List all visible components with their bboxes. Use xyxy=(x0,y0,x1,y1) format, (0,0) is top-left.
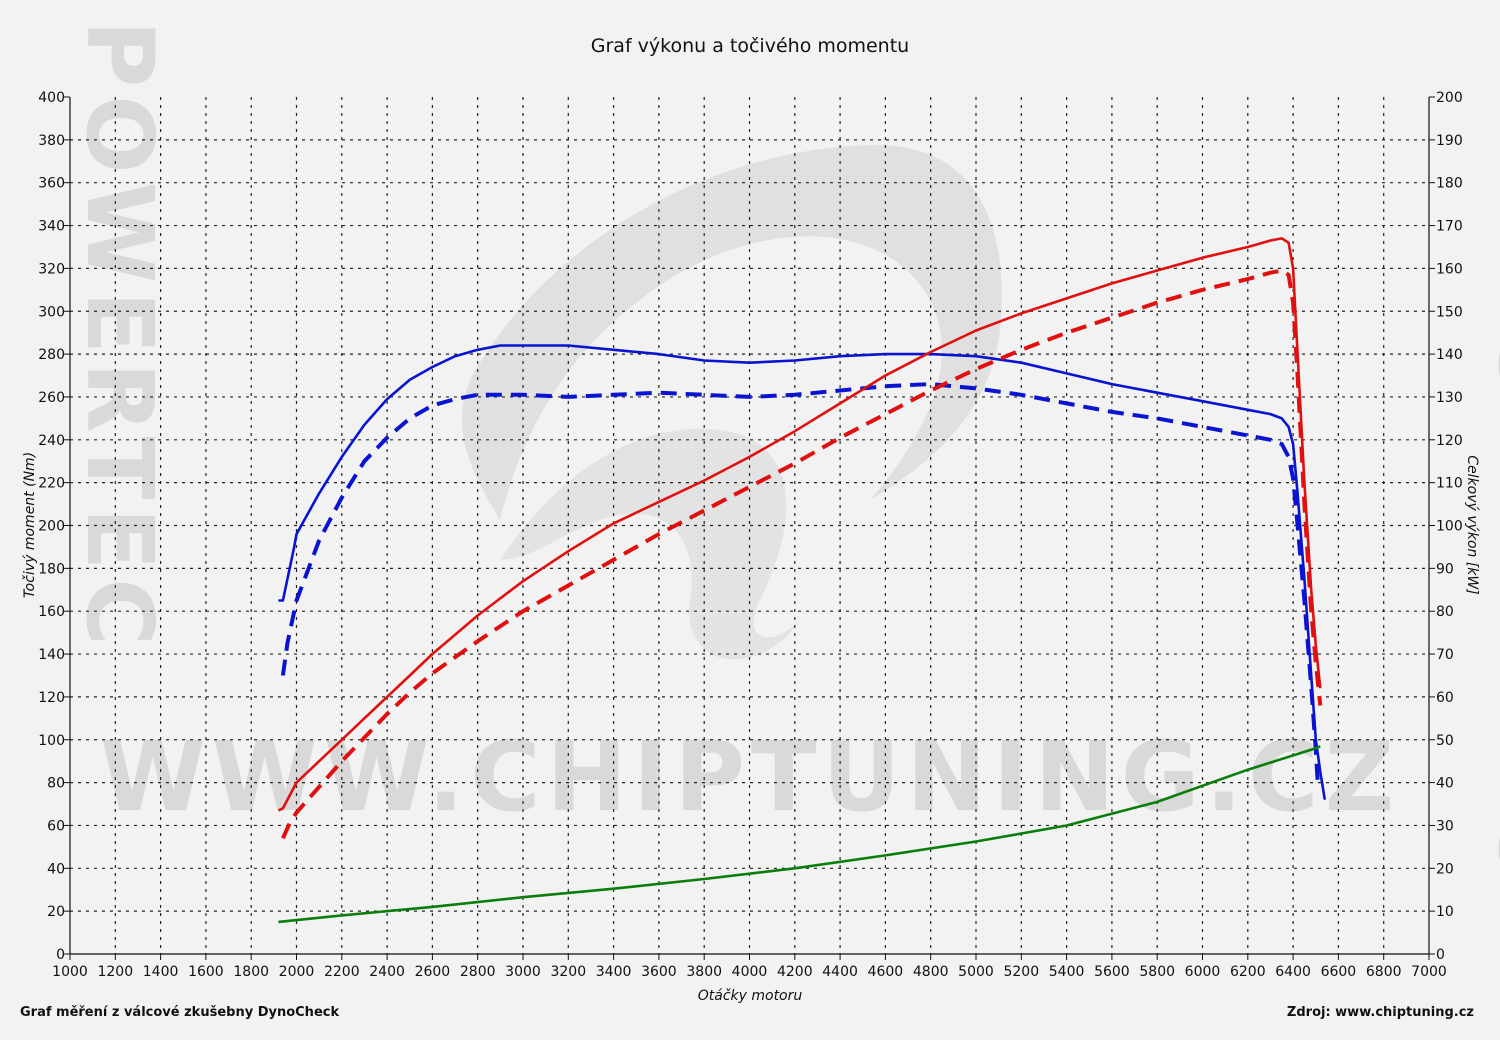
y-right-tick-label: 80 xyxy=(1436,604,1454,620)
y-right-tick-label: 30 xyxy=(1436,818,1454,834)
x-tick-label: 2200 xyxy=(324,964,360,980)
y-right-tick-label: 170 xyxy=(1436,219,1463,235)
x-tick-label: 6400 xyxy=(1275,964,1311,980)
x-tick-label: 3000 xyxy=(505,964,541,980)
x-tick-label: 3200 xyxy=(550,964,586,980)
y-right-tick-label: 140 xyxy=(1436,347,1463,363)
x-tick-label: 4400 xyxy=(822,964,858,980)
y-right-axis-ticks: 0 10 20 30 40 50 60 70 80 90 100 110 120 130 140 150 160… xyxy=(1429,90,1463,963)
y-left-tick-label: 180 xyxy=(38,561,65,577)
x-tick-label: 1800 xyxy=(233,964,269,980)
y-left-tick-label: 40 xyxy=(47,861,65,877)
y-left-tick-label: 340 xyxy=(38,219,65,235)
x-tick-label: 6000 xyxy=(1185,964,1221,980)
x-tick-label: 5400 xyxy=(1049,964,1085,980)
y-right-tick-label: 120 xyxy=(1436,433,1463,449)
power-stock-line xyxy=(281,268,1323,840)
y-left-tick-label: 400 xyxy=(38,90,65,106)
watermark-brand-left: POWERTEC xyxy=(66,20,173,654)
y-left-tick-label: 20 xyxy=(47,904,65,920)
grid xyxy=(70,97,1429,954)
torque-tuned-line xyxy=(278,344,1327,800)
x-tick-label: 4600 xyxy=(868,964,904,980)
y-right-tick-label: 200 xyxy=(1436,90,1463,106)
x-tick-label: 6800 xyxy=(1366,964,1402,980)
x-tick-label: 1200 xyxy=(97,964,133,980)
watermark-logo: WWW.CHIPTUNING.CZ POWERTEC POWERTEC xyxy=(66,20,1500,884)
x-tick-label: 5600 xyxy=(1094,964,1130,980)
power-tuned-line xyxy=(277,237,1322,812)
y-left-tick-label: 240 xyxy=(38,433,65,449)
y-left-tick-label: 80 xyxy=(47,776,65,792)
y-right-tick-label: 0 xyxy=(1436,947,1445,963)
y-right-tick-label: 110 xyxy=(1436,476,1463,492)
y-right-tick-label: 40 xyxy=(1436,776,1454,792)
y-right-axis-label: Celkový výkon [kW] xyxy=(1464,455,1480,594)
x-tick-label: 5800 xyxy=(1139,964,1175,980)
footer-credit: Zdroj: www.chiptuning.cz xyxy=(1286,1005,1474,1020)
y-left-axis-ticks: 0 20 40 60 80 100 120 140 160 180 200 220 240 260 280 3… xyxy=(38,90,70,963)
y-right-tick-label: 20 xyxy=(1436,861,1454,877)
y-right-tick-label: 150 xyxy=(1436,304,1463,320)
y-right-tick-label: 130 xyxy=(1436,390,1463,406)
x-tick-label: 3800 xyxy=(686,964,722,980)
y-right-tick-label: 70 xyxy=(1436,647,1454,663)
y-left-tick-label: 160 xyxy=(38,604,65,620)
x-tick-label: 5200 xyxy=(1003,964,1039,980)
y-left-tick-label: 200 xyxy=(38,519,65,535)
x-tick-label: 1400 xyxy=(143,964,179,980)
x-axis-label: Otáčky motoru xyxy=(698,988,803,1004)
x-tick-label: 4800 xyxy=(913,964,949,980)
x-tick-label: 4200 xyxy=(777,964,813,980)
x-tick-label: 2800 xyxy=(460,964,496,980)
x-axis-ticks: 1000 1200 1400 1600 1800 2000 2200 2400 2600 2800… xyxy=(52,954,1447,980)
y-left-tick-label: 320 xyxy=(38,261,65,277)
x-tick-label: 6600 xyxy=(1321,964,1357,980)
y-right-tick-label: 50 xyxy=(1436,733,1454,749)
y-left-tick-label: 60 xyxy=(47,818,65,834)
y-right-tick-label: 160 xyxy=(1436,261,1463,277)
y-right-tick-label: 100 xyxy=(1436,519,1463,535)
x-tick-label: 3400 xyxy=(596,964,632,980)
y-left-tick-label: 260 xyxy=(38,390,65,406)
x-tick-label: 3600 xyxy=(641,964,677,980)
x-tick-label: 1000 xyxy=(52,964,88,980)
y-left-tick-label: 140 xyxy=(38,647,65,663)
watermark-brand-right: POWERTEC xyxy=(1478,250,1500,884)
x-tick-label: 2600 xyxy=(415,964,451,980)
y-left-tick-label: 220 xyxy=(38,476,65,492)
watermark-url: WWW.CHIPTUNING.CZ xyxy=(100,721,1400,833)
y-left-tick-label: 360 xyxy=(38,176,65,192)
y-left-tick-label: 380 xyxy=(38,133,65,149)
x-tick-label: 5000 xyxy=(958,964,994,980)
x-tick-label: 2400 xyxy=(369,964,405,980)
x-tick-label: 7000 xyxy=(1411,964,1447,980)
y-left-tick-label: 280 xyxy=(38,347,65,363)
y-left-axis-label: Točivý moment (Nm) xyxy=(22,452,38,598)
y-left-tick-label: 300 xyxy=(38,304,65,320)
y-right-tick-label: 180 xyxy=(1436,176,1463,192)
loss-line xyxy=(278,745,1321,924)
footer-source-note: Graf měření z válcové zkušebny DynoCheck xyxy=(20,1005,340,1020)
chart-title: Graf výkonu a točivého momentu xyxy=(591,35,909,57)
y-right-tick-label: 60 xyxy=(1436,690,1454,706)
y-right-tick-label: 190 xyxy=(1436,133,1463,149)
x-tick-label: 4000 xyxy=(732,964,768,980)
y-left-tick-label: 120 xyxy=(38,690,65,706)
torque-stock-line xyxy=(280,382,1320,788)
series-layer xyxy=(277,237,1327,924)
y-right-tick-label: 10 xyxy=(1436,904,1454,920)
x-tick-label: 6200 xyxy=(1230,964,1266,980)
x-tick-label: 1600 xyxy=(188,964,224,980)
x-tick-label: 2000 xyxy=(279,964,315,980)
y-left-tick-label: 0 xyxy=(56,947,65,963)
y-right-tick-label: 90 xyxy=(1436,561,1454,577)
y-left-tick-label: 100 xyxy=(38,733,65,749)
